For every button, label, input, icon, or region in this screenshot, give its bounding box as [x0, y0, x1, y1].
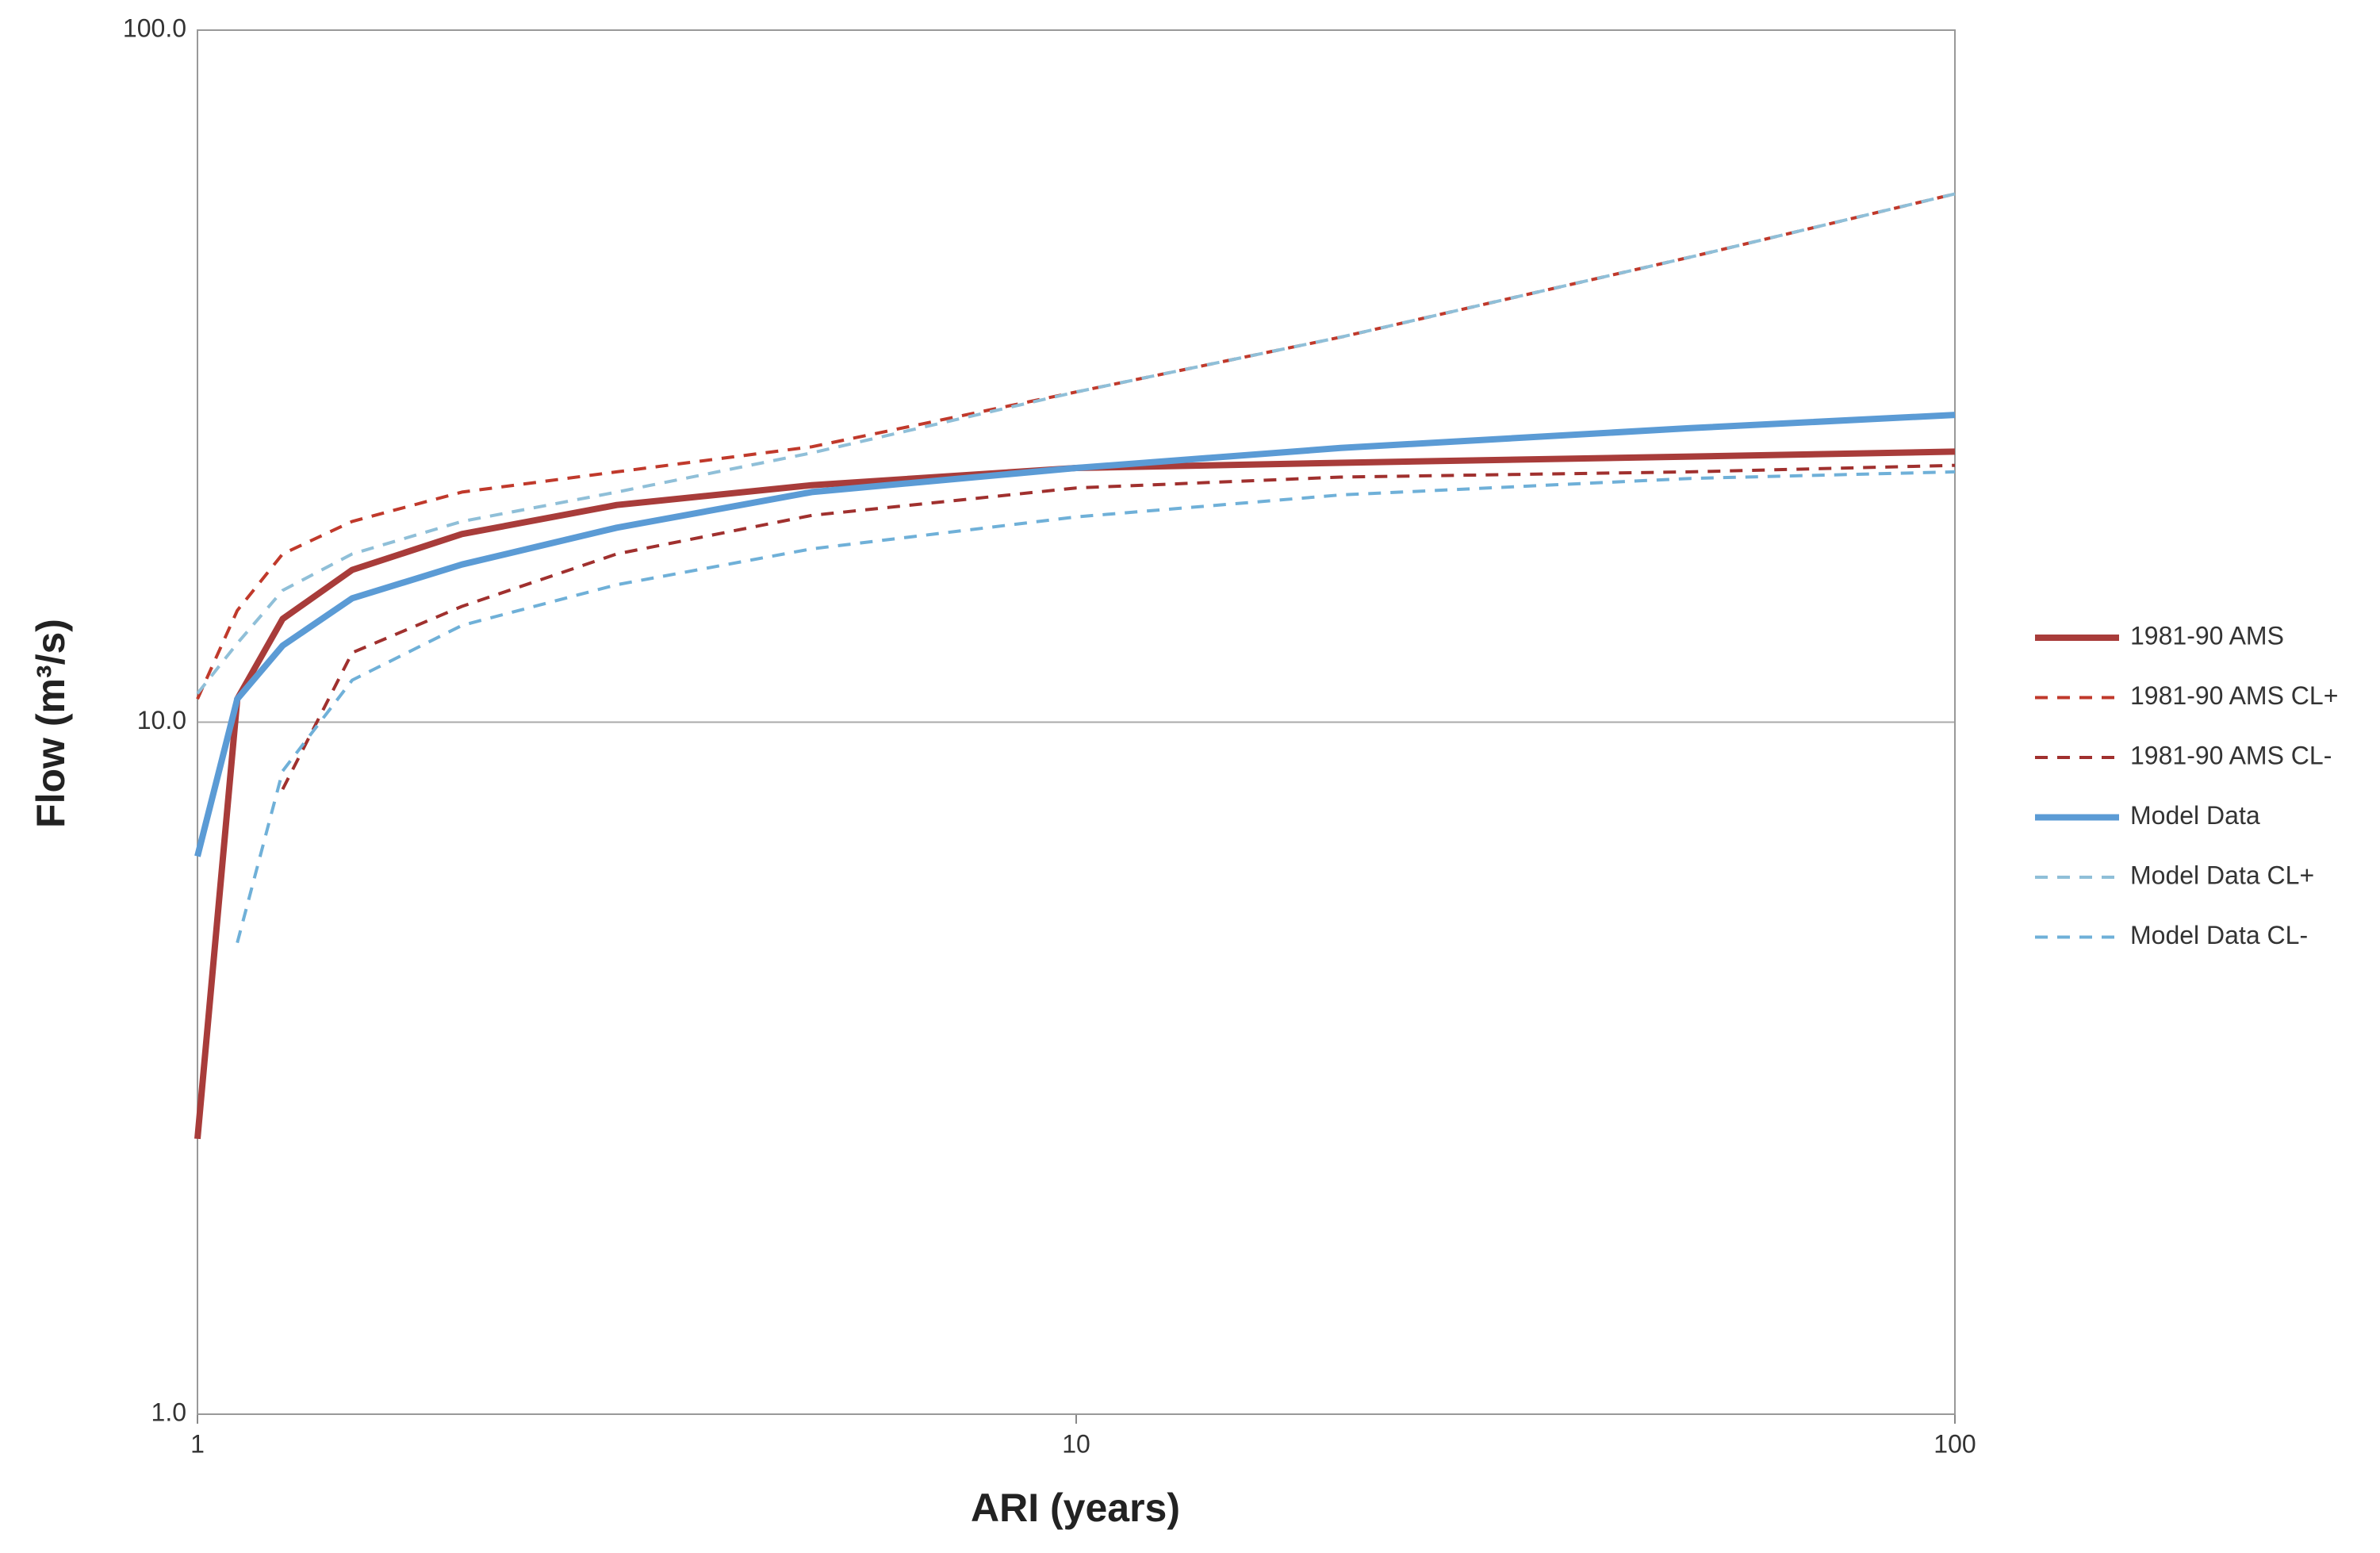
- plot-border: [197, 29, 1956, 1415]
- series-line: [194, 412, 1956, 857]
- series-line: [196, 192, 1956, 700]
- x-tick-label: 1: [190, 1429, 205, 1458]
- series-line: [194, 448, 1956, 1140]
- y-tick-label: 100.0: [123, 13, 186, 42]
- y-tick-label: 10.0: [137, 706, 186, 734]
- x-axis-title: ARI (years): [971, 1486, 1180, 1530]
- legend-label: 1981-90 AMS CL-: [2130, 741, 2332, 769]
- series-line: [196, 192, 1956, 695]
- y-axis-title: Flow (m³/s): [29, 619, 73, 828]
- legend-label: 1981-90 AMS CL+: [2130, 681, 2338, 710]
- legend-label: Model Data CL+: [2130, 861, 2314, 889]
- x-tick-label: 100: [1934, 1429, 1976, 1458]
- legend-label: 1981-90 AMS: [2130, 621, 2284, 650]
- series-line: [281, 463, 1956, 791]
- legend-label: Model Data: [2130, 801, 2260, 830]
- legend-label: Model Data CL-: [2130, 921, 2308, 949]
- x-tick-label: 10: [1062, 1429, 1090, 1458]
- series-line: [236, 470, 1956, 944]
- y-tick-label: 1.0: [151, 1398, 186, 1426]
